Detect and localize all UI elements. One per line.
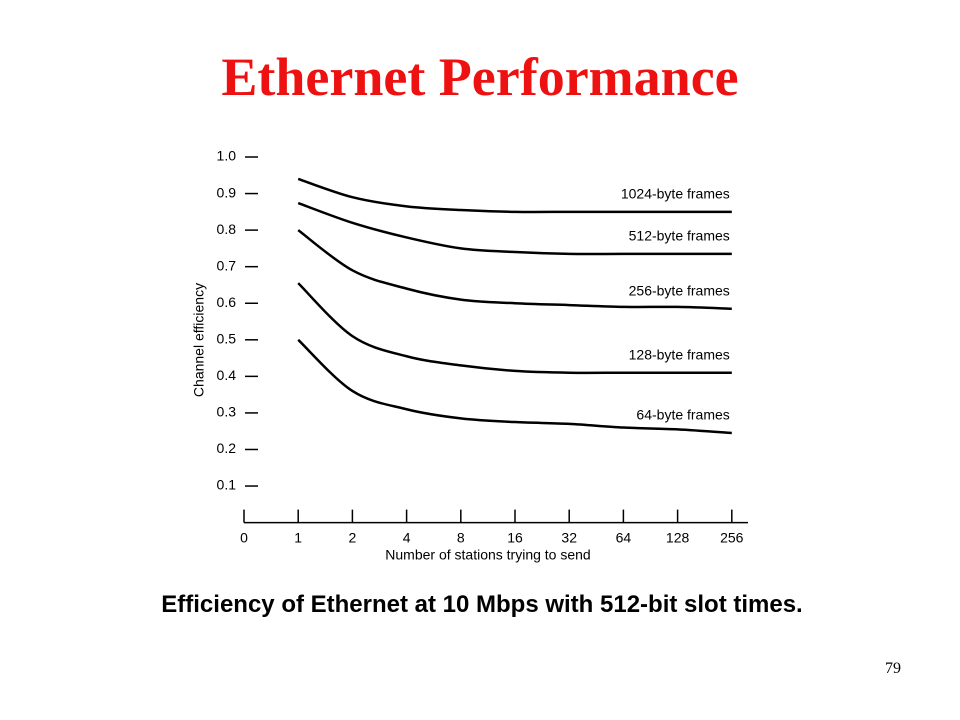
- x-tick-label: 1: [294, 529, 302, 545]
- x-tick-label: 2: [349, 529, 357, 545]
- y-tick-label: 0.1: [217, 477, 237, 493]
- x-tick-label: 16: [507, 529, 523, 545]
- series-label: 1024-byte frames: [621, 186, 730, 202]
- x-tick-label: 32: [561, 529, 577, 545]
- y-tick-label: 0.2: [217, 440, 237, 456]
- series-label: 128-byte frames: [629, 346, 730, 362]
- page-number: 79: [885, 660, 901, 677]
- y-tick-label: 0.4: [217, 367, 237, 383]
- series-line: [297, 338, 732, 435]
- series-label: 256-byte frames: [629, 282, 730, 298]
- x-tick-label: 0: [240, 529, 248, 545]
- x-tick-label: 64: [616, 529, 632, 545]
- y-axis-label: Channel efficiency: [191, 283, 207, 397]
- x-tick-label: 4: [403, 529, 411, 545]
- y-tick-label: 0.5: [217, 331, 237, 347]
- x-tick-label: 8: [457, 529, 465, 545]
- x-tick-label: 128: [666, 529, 690, 545]
- y-tick-label: 0.9: [217, 184, 237, 200]
- series-label: 64-byte frames: [636, 407, 729, 423]
- series-line: [297, 229, 732, 310]
- series-label: 512-byte frames: [629, 228, 730, 244]
- series-line: [297, 282, 732, 375]
- caption: Efficiency of Ethernet at 10 Mbps with 5…: [161, 591, 802, 618]
- series-line: [297, 177, 732, 214]
- y-tick-label: 1.0: [217, 148, 237, 164]
- slide-title: Ethernet Performance: [221, 47, 738, 107]
- y-tick-label: 0.8: [217, 221, 237, 237]
- series-line: [297, 201, 732, 256]
- x-axis-label: Number of stations trying to send: [385, 547, 590, 563]
- x-tick-label: 256: [720, 529, 744, 545]
- y-tick-label: 0.3: [217, 404, 237, 420]
- y-tick-label: 0.6: [217, 294, 237, 310]
- y-tick-label: 0.7: [217, 257, 237, 273]
